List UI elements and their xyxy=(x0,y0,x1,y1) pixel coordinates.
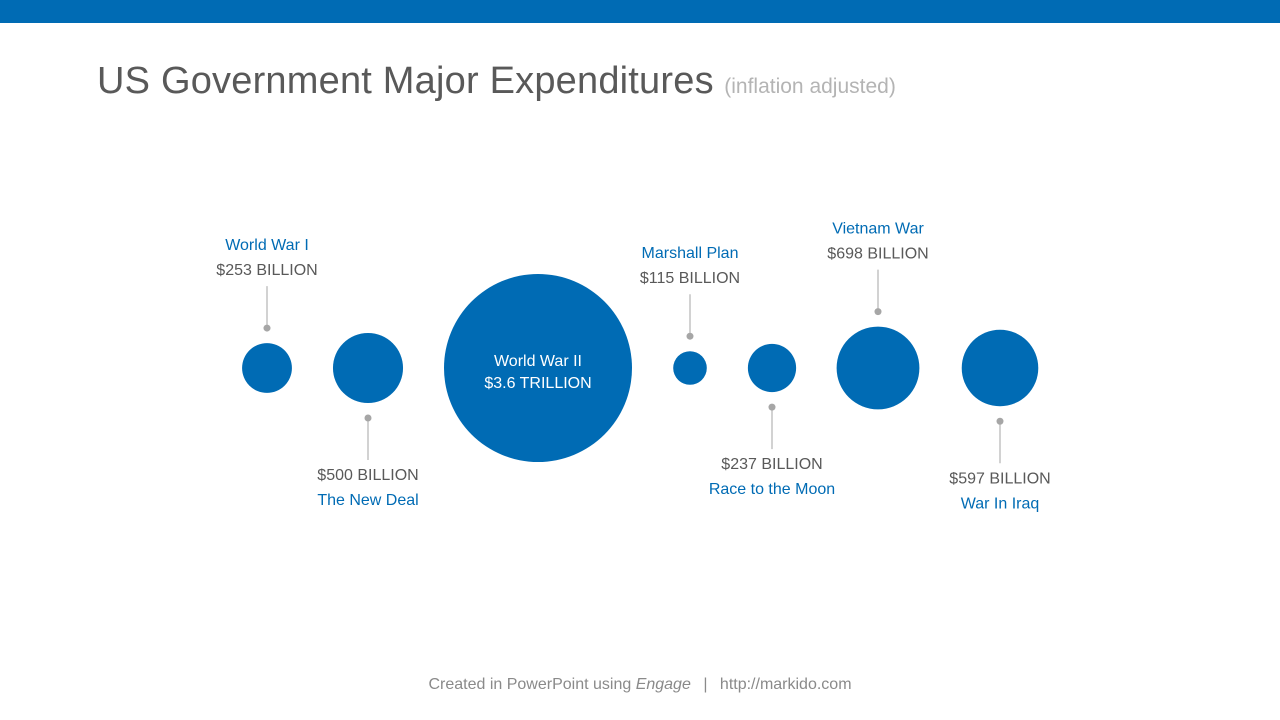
bubble-vietnam-war xyxy=(836,326,920,410)
bubble-name-marshall-plan: Marshall Plan xyxy=(642,245,739,262)
bubble-name-war-in-iraq: War In Iraq xyxy=(961,495,1040,512)
slide-title: US Government Major Expenditures (inflat… xyxy=(97,60,896,103)
bubble-war-in-iraq xyxy=(961,329,1039,407)
bubble-value-vietnam-war: $698 BILLION xyxy=(827,246,928,263)
bubble-marshall-plan xyxy=(673,351,707,385)
bubble-value-marshall-plan: $115 BILLION xyxy=(640,270,740,287)
bubble-value-war-in-iraq: $597 BILLION xyxy=(949,470,1050,487)
page-title: US Government Major Expenditures xyxy=(97,60,714,102)
page-subtitle: (inflation adjusted) xyxy=(724,75,896,98)
bubble-world-war-ii xyxy=(444,274,632,462)
footer-prefix: Created in PowerPoint using xyxy=(428,676,632,693)
bubble-name-world-war-ii: World War II xyxy=(494,353,582,370)
bubble-value-world-war-ii: $3.6 TRILLION xyxy=(484,375,591,392)
bubble-name-vietnam-war: Vietnam War xyxy=(832,221,924,238)
bubble-name-world-war-i: World War I xyxy=(225,237,309,254)
bubble-value-the-new-deal: $500 BILLION xyxy=(317,467,418,484)
footer-url[interactable]: http://markido.com xyxy=(719,676,852,693)
bubble-name-race-to-the-moon: Race to the Moon xyxy=(709,481,835,498)
bubble-value-world-war-i: $253 BILLION xyxy=(216,262,317,279)
bubble-value-race-to-the-moon: $237 BILLION xyxy=(721,456,822,473)
footer: Created in PowerPoint using Engage | htt… xyxy=(0,676,1280,694)
footer-brand: Engage xyxy=(635,676,691,693)
bubble-race-to-the-moon xyxy=(747,343,797,393)
bubble-the-new-deal xyxy=(332,332,404,404)
bubble-name-the-new-deal: The New Deal xyxy=(317,492,418,509)
footer-separator: | xyxy=(703,676,708,693)
top-accent-bar xyxy=(0,0,1280,23)
bubble-world-war-i xyxy=(242,343,292,393)
